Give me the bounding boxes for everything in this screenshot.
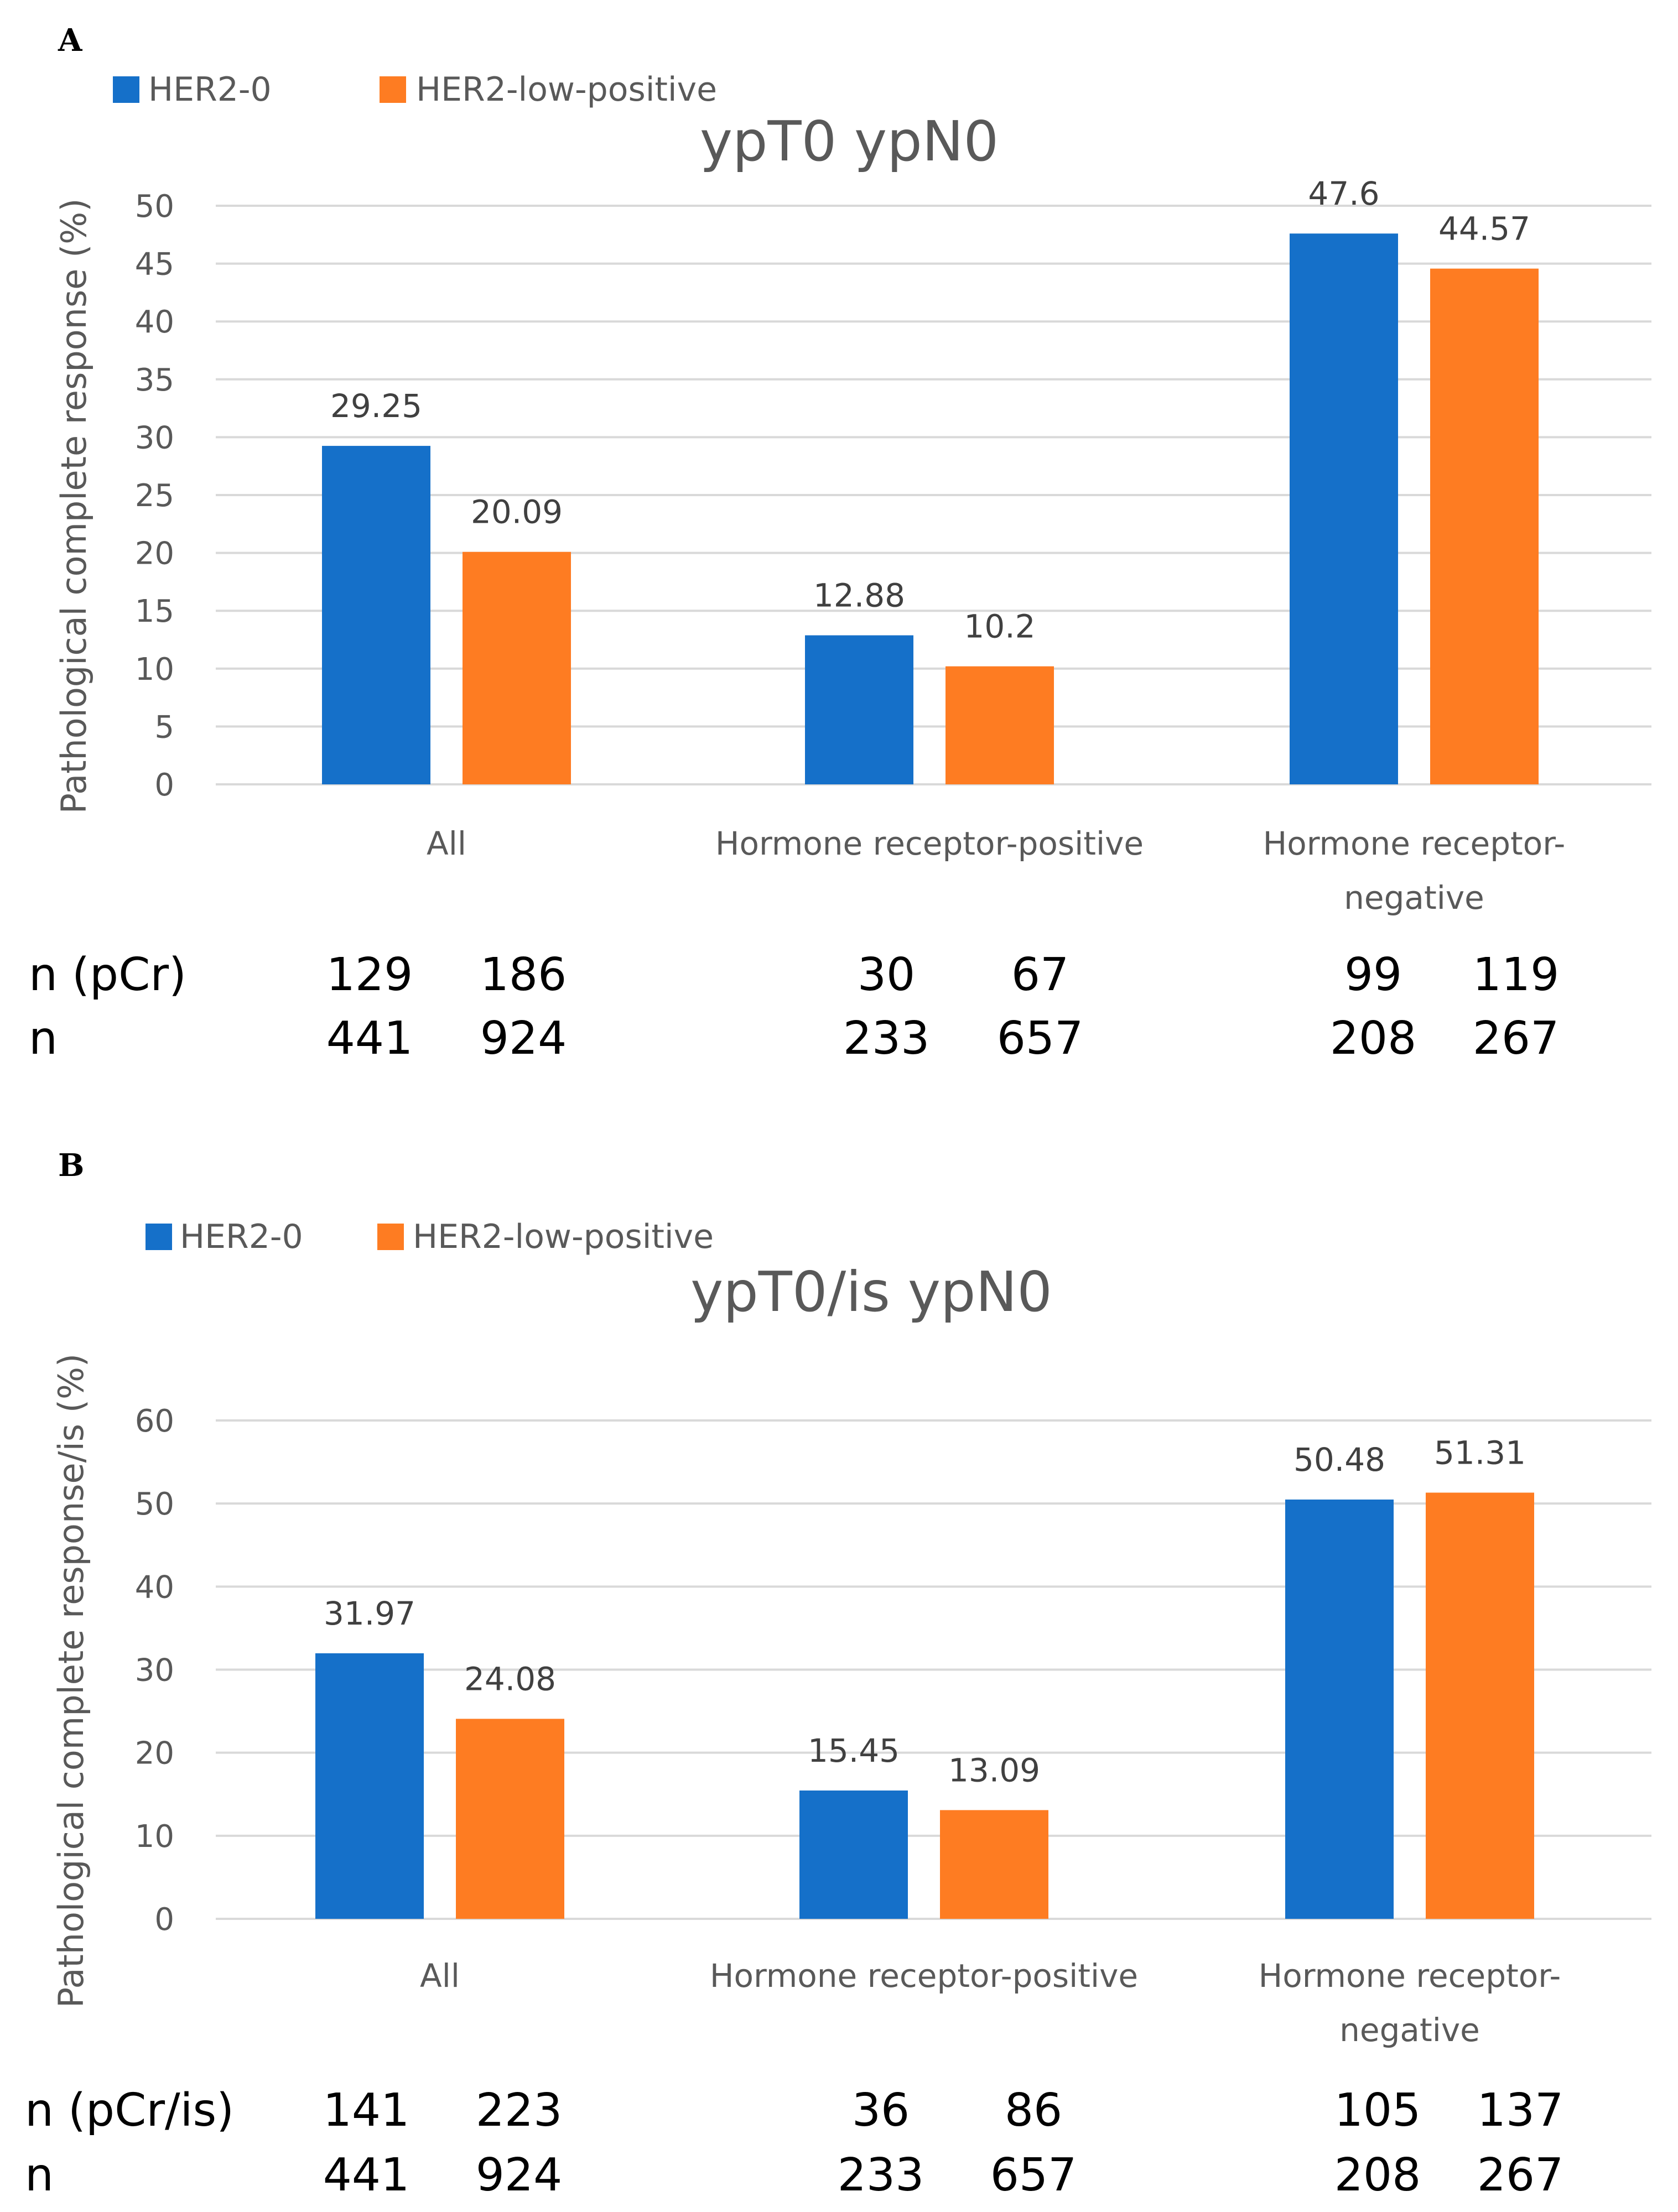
- panel-b-count-2-1-1: 441: [323, 2149, 410, 2201]
- panel-b-letter: B: [58, 1147, 84, 1184]
- panel-b-count-1-2-1: 36: [852, 2084, 910, 2137]
- panel-b-ytick-10: 10: [135, 1819, 174, 1855]
- panel-a-legend-label-2: HER2-low-positive: [416, 70, 717, 109]
- panel-a-ytick-10: 10: [135, 652, 174, 688]
- panel-a-count-1-2-2: 67: [1011, 949, 1069, 1001]
- panel-a-ytick-25: 25: [135, 478, 174, 514]
- panel-a-count-row-label-1: n (pCr): [29, 949, 186, 1001]
- panel-a-legend-label-1: HER2-0: [148, 70, 272, 109]
- panel-a-bar-her2-low-3: [1430, 268, 1539, 785]
- panel-b-bar-her2-low-2: [940, 1810, 1048, 1919]
- panel-a-count-2-1-1: 441: [326, 1012, 413, 1065]
- panel-a-ytick-20: 20: [135, 536, 174, 572]
- panel-b-bar-her2-low-3: [1426, 1492, 1534, 1919]
- panel-b-count-1-1-1: 141: [323, 2084, 410, 2137]
- panel-b-data-label-her2-low-3: 51.31: [1434, 1434, 1526, 1471]
- panel-a-count-1-1-2: 186: [480, 949, 567, 1001]
- panel-b-count-2-3-2: 267: [1477, 2149, 1564, 2201]
- panel-b-count-2-3-1: 208: [1334, 2149, 1421, 2201]
- panel-a-data-label-her2-0-1: 29.25: [330, 387, 422, 425]
- panel-b-legend-label-2: HER2-low-positive: [413, 1217, 714, 1256]
- panel-a-letter: A: [58, 22, 83, 59]
- panel-b-data-label-her2-0-1: 31.97: [324, 1595, 415, 1632]
- panel-a-count-1-3-2: 119: [1473, 949, 1560, 1001]
- panel-a-data-label-her2-low-2: 10.2: [964, 608, 1035, 646]
- panel-a-category-label-3-line-2: negative: [1344, 879, 1484, 917]
- panel-b-ytick-0: 0: [154, 1902, 174, 1938]
- panel-b-title: ypT0/is ypN0: [690, 1259, 1052, 1324]
- panel-b-bar-her2-0-3: [1285, 1499, 1394, 1919]
- panel-b-ytick-20: 20: [135, 1736, 174, 1772]
- panel-a-title: ypT0 ypN0: [700, 109, 999, 174]
- panel-a-bar-her2-0-2: [805, 635, 913, 784]
- panel-a-count-1-3-1: 99: [1344, 949, 1402, 1001]
- panel-b-data-label-her2-0-3: 50.48: [1293, 1441, 1385, 1479]
- panel-a-count-2-2-2: 657: [997, 1012, 1084, 1065]
- panel-a-count-1-2-1: 30: [858, 949, 915, 1001]
- panel-b-count-2-1-2: 924: [476, 2149, 563, 2201]
- panel-a-legend-swatch-1: [113, 76, 139, 103]
- panel-a-ylabel: Pathological complete response (%): [54, 199, 94, 814]
- panel-a-count-2-3-1: 208: [1330, 1012, 1417, 1065]
- panel-b-ytick-50: 50: [135, 1486, 174, 1522]
- panel-a-category-label-3-line-1: Hormone receptor-: [1263, 825, 1566, 862]
- panel-b-data-label-her2-low-2: 13.09: [948, 1751, 1040, 1789]
- panel-a-count-2-1-2: 924: [480, 1012, 567, 1065]
- panel-b-count-2-2-2: 657: [990, 2149, 1077, 2201]
- panel-a-count-row-label-2: n: [29, 1012, 58, 1065]
- panel-a-count-2-3-2: 267: [1473, 1012, 1560, 1065]
- panel-b-ytick-40: 40: [135, 1569, 174, 1605]
- panel-a-ytick-30: 30: [135, 420, 174, 456]
- panel-b-count-1-3-1: 105: [1334, 2084, 1421, 2137]
- panel-a-data-label-her2-0-3: 47.6: [1308, 175, 1379, 212]
- panel-a-ytick-15: 15: [135, 594, 174, 629]
- panel-b-data-label-her2-low-1: 24.08: [464, 1660, 556, 1698]
- panel-b-count-row-label-2: n: [25, 2149, 54, 2201]
- panel-b-count-1-2-2: 86: [1005, 2084, 1062, 2137]
- panel-a-count-1-1-1: 129: [326, 949, 413, 1001]
- panel-a-data-label-her2-0-2: 12.88: [813, 577, 905, 615]
- panel-b-legend-label-1: HER2-0: [180, 1217, 303, 1256]
- panel-a-data-label-her2-low-3: 44.57: [1438, 210, 1530, 248]
- panel-b-legend-swatch-1: [146, 1224, 172, 1250]
- panel-a-bar-her2-low-2: [946, 666, 1054, 784]
- panel-b-category-label-3-line-1: Hormone receptor-: [1259, 1957, 1561, 1995]
- panel-b-bar-her2-0-1: [315, 1653, 424, 1919]
- panel-a-ytick-5: 5: [154, 709, 174, 745]
- panel-b-legend-swatch-2: [377, 1224, 404, 1250]
- panel-b-count-row-label-1: n (pCr/is): [25, 2084, 234, 2137]
- panel-b-ylabel: Pathological complete response/is (%): [51, 1354, 91, 2008]
- panel-b-count-1-3-2: 137: [1477, 2084, 1564, 2137]
- panel-a-legend-swatch-2: [380, 76, 406, 103]
- panel-a-ytick-50: 50: [135, 189, 174, 225]
- panel-b-count-1-1-2: 223: [476, 2084, 563, 2137]
- panel-a-bar-her2-0-1: [322, 446, 430, 784]
- panel-a-category-label-2: Hormone receptor-positive: [715, 825, 1144, 862]
- panel-a-category-label-1: All: [427, 825, 466, 862]
- panel-b-bar-her2-low-1: [456, 1719, 564, 1919]
- panel-b-bar-her2-0-2: [799, 1790, 908, 1919]
- panel-b-category-label-3-line-2: negative: [1339, 2011, 1480, 2049]
- panel-b-ytick-30: 30: [135, 1653, 174, 1689]
- panel-b-category-label-2: Hormone receptor-positive: [710, 1957, 1138, 1995]
- panel-a-ytick-45: 45: [135, 247, 174, 283]
- panel-a-ytick-0: 0: [154, 767, 174, 803]
- panel-a-ytick-40: 40: [135, 304, 174, 340]
- panel-a-bar-her2-0-3: [1290, 233, 1398, 784]
- panel-b-data-label-her2-0-2: 15.45: [808, 1732, 900, 1769]
- panel-a-ytick-35: 35: [135, 362, 174, 398]
- panel-a-data-label-her2-low-1: 20.09: [471, 493, 563, 531]
- panel-a-bar-her2-low-1: [463, 551, 571, 784]
- panel-a-count-2-2-1: 233: [843, 1012, 930, 1065]
- panel-b-count-2-2-1: 233: [838, 2149, 924, 2201]
- panel-b-ytick-60: 60: [135, 1403, 174, 1439]
- panel-b-category-label-1: All: [420, 1957, 460, 1995]
